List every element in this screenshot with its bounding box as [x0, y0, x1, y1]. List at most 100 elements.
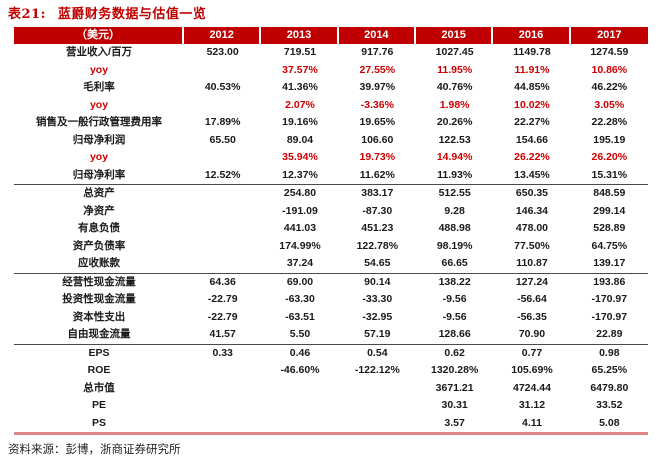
table-row: PE 30.31 31.12 33.52 [14, 397, 648, 415]
cell-value: 17.89% [204, 116, 241, 128]
cell-value: 64.75% [591, 239, 628, 252]
table-row: 净资产 -191.09 -87.30 9.28 146.34 299.14 [14, 203, 648, 221]
cell-value: -9.56 [442, 310, 467, 323]
table-row: 资本性支出 -22.79 -63.51 -32.95 -9.56 -56.35 -170.9… [14, 309, 648, 327]
cell-value: 22.89 [570, 326, 648, 345]
table-row: yoy 2.07% -3.36% 1.98% 10.02% 3.05% [14, 97, 648, 115]
table-row: 总资产 254.80 383.17 512.55 650.35 848.59 [14, 185, 648, 203]
table-number: 表21: [8, 7, 46, 22]
row-label: 销售及一般行政管理费用率 [36, 116, 162, 128]
cell-value: -170.97 [591, 310, 628, 323]
cell-value: 9.28 [444, 204, 465, 217]
table-row: 自由现金流量 41.57 5.50 57.19 128.66 70.90 22.89 [14, 326, 648, 345]
cell-value: 19.65% [359, 116, 396, 128]
cell-value: 26.20% [591, 151, 628, 163]
cell-value: 299.14 [593, 204, 626, 217]
cell-value: 37.24 [261, 255, 339, 274]
cell-value: 22.27% [514, 116, 550, 128]
cell-value: 4724.44 [512, 381, 551, 394]
cell-value: 3.57 [444, 416, 465, 429]
cell-value: 105.69% [511, 364, 553, 376]
row-label: 营业收入/百万 [66, 46, 132, 58]
cell-value: 2.07% [285, 98, 315, 111]
cell-value [184, 62, 261, 80]
cell-value [184, 97, 261, 115]
table-title: 表21: 蓝爵财务数据与估值一览 [8, 6, 648, 24]
cell-value: 1274.59 [590, 46, 629, 58]
cell-value [184, 380, 261, 398]
cell-value: 0.54 [367, 346, 388, 359]
cell-value: 122.78% [356, 239, 399, 252]
cell-value: 44.85% [514, 81, 550, 93]
cell-value: 0.46 [289, 346, 311, 359]
cell-value: 15.31% [570, 167, 648, 185]
header-cell-year: 2016 [493, 27, 571, 44]
cell-value: 5.08 [599, 416, 620, 429]
cell-value: 40.76% [436, 81, 473, 93]
table-row: 毛利率 40.53% 41.36% 39.97% 40.76% 44.85% 46.22% [14, 79, 648, 97]
table-body: 营业收入/百万 523.00 719.51 917.76 1027.45 1149.78 1… [14, 44, 648, 432]
header-cell-year: 2015 [415, 27, 494, 44]
cell-value [184, 203, 261, 221]
row-label: EPS [88, 346, 110, 359]
row-label: 有息负债 [78, 222, 120, 234]
cell-value: -122.12% [354, 364, 400, 376]
table-row: PS 3.57 4.11 5.08 [14, 415, 648, 433]
table-row: 销售及一般行政管理费用率 17.89% 19.16% 19.65% 20.26% 22.2… [14, 114, 648, 132]
cell-value: 0.33 [212, 346, 233, 359]
cell-value: 13.45% [493, 167, 571, 185]
cell-value [184, 238, 261, 256]
row-label: 资本性支出 [72, 310, 126, 323]
row-label: 净资产 [83, 204, 115, 217]
cell-value: 39.97% [359, 81, 396, 93]
header-cell-unit: （美元） [14, 27, 184, 44]
cell-value: 193.86 [593, 275, 626, 288]
row-label: ROE [87, 364, 111, 376]
cell-value: 11.93% [415, 167, 494, 185]
cell-value: 512.55 [438, 187, 471, 199]
cell-value: 22.28% [591, 116, 628, 128]
row-label: yoy [89, 63, 109, 76]
row-label: PS [91, 416, 106, 429]
cell-value: 64.36 [209, 275, 236, 288]
cell-value: 11.62% [338, 167, 416, 185]
table-row: 归母净利润 65.50 89.04 106.60 122.53 154.66 195.19 [14, 132, 648, 150]
row-label: yoy [89, 151, 109, 163]
table-row: yoy 37.57% 27.55% 11.95% 11.91% 10.86% [14, 62, 648, 80]
cell-value: 650.35 [515, 187, 549, 199]
cell-value: 66.65 [415, 255, 494, 274]
table-row: ROE -46.60% -122.12% 1320.28% 105.69% 65.25% [14, 362, 648, 380]
row-label: 归母净利率 [14, 167, 184, 185]
cell-value: 383.17 [361, 187, 394, 199]
cell-value: 26.22% [514, 151, 550, 163]
cell-value [261, 415, 338, 433]
cell-value [184, 185, 261, 203]
cell-value: -191.09 [282, 204, 318, 217]
cell-value [339, 397, 416, 415]
table-row: 资产负债率 174.99% 122.78% 98.19% 77.50% 64.75% [14, 238, 648, 256]
cell-value: 12.37% [261, 167, 339, 185]
cell-value: 10.02% [514, 98, 550, 111]
row-label: yoy [89, 98, 109, 111]
cell-value: 1.98% [439, 98, 470, 111]
cell-value: 31.12 [518, 399, 546, 411]
cell-value: 77.50% [514, 239, 550, 252]
cell-value: 106.60 [361, 133, 394, 146]
cell-value: 195.19 [593, 133, 626, 146]
cell-value: 128.66 [415, 326, 494, 345]
cell-value: 917.76 [361, 46, 394, 58]
row-label: 自由现金流量 [14, 326, 184, 345]
header-cell-year: 2017 [570, 27, 648, 44]
cell-value: 41.36% [282, 81, 318, 93]
cell-value: -33.30 [362, 293, 393, 305]
cell-value: 12.52% [184, 167, 262, 185]
cell-value: 65.50 [209, 133, 236, 146]
cell-value: 40.53% [204, 81, 241, 93]
cell-value: 46.22% [591, 81, 628, 93]
cell-value: -56.35 [517, 310, 547, 323]
cell-value: 10.86% [591, 63, 628, 76]
cell-value: 14.94% [436, 151, 473, 163]
cell-value: 33.52 [596, 399, 623, 411]
cell-value: 6479.80 [590, 381, 629, 394]
cell-value: 3671.21 [435, 381, 474, 394]
